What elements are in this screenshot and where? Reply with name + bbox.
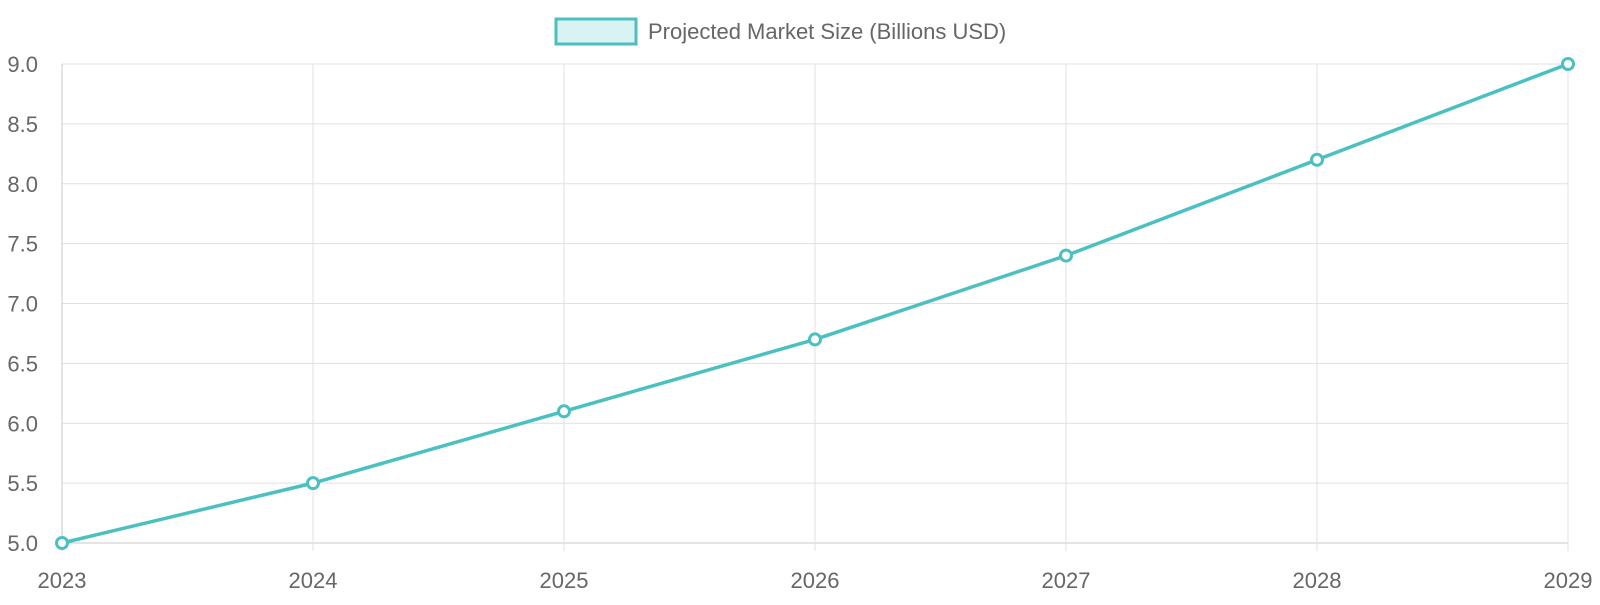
x-tick-label: 2027: [1042, 568, 1091, 593]
y-tick-label: 9.0: [7, 52, 38, 77]
data-point[interactable]: [1059, 248, 1073, 263]
x-axis-ticks: 2023 2024 2025 2026 2027 2028 2029: [38, 568, 1593, 593]
data-point[interactable]: [808, 332, 822, 347]
data-point[interactable]: [306, 476, 320, 491]
legend-swatch: [554, 17, 638, 46]
x-tick-label: 2023: [38, 568, 87, 593]
data-point[interactable]: [55, 536, 69, 550]
series-group: [55, 57, 1575, 550]
y-tick-label: 7.5: [7, 232, 38, 257]
y-tick-label: 6.0: [7, 411, 38, 436]
y-axis-ticks: 5.0 5.5 6.0 6.5 7.0 7.5 8.0 8.5 9.0: [7, 52, 38, 556]
y-tick-label: 6.5: [7, 351, 38, 376]
x-tick-label: 2024: [289, 568, 338, 593]
x-tick-label: 2025: [540, 568, 589, 593]
data-point[interactable]: [557, 404, 571, 419]
x-tick-label: 2029: [1544, 568, 1593, 593]
y-tick-label: 5.5: [7, 471, 38, 496]
x-gridlines: [61, 64, 1569, 551]
legend[interactable]: Projected Market Size (Billions USD): [554, 17, 1006, 46]
y-tick-label: 8.0: [7, 172, 38, 197]
y-tick-label: 8.5: [7, 112, 38, 137]
y-tick-label: 5.0: [7, 531, 38, 556]
x-tick-label: 2028: [1293, 568, 1342, 593]
x-tick-label: 2026: [791, 568, 840, 593]
data-point[interactable]: [1561, 57, 1575, 71]
y-tick-label: 7.0: [7, 292, 38, 317]
legend-label: Projected Market Size (Billions USD): [648, 19, 1006, 44]
data-point[interactable]: [1310, 152, 1324, 167]
